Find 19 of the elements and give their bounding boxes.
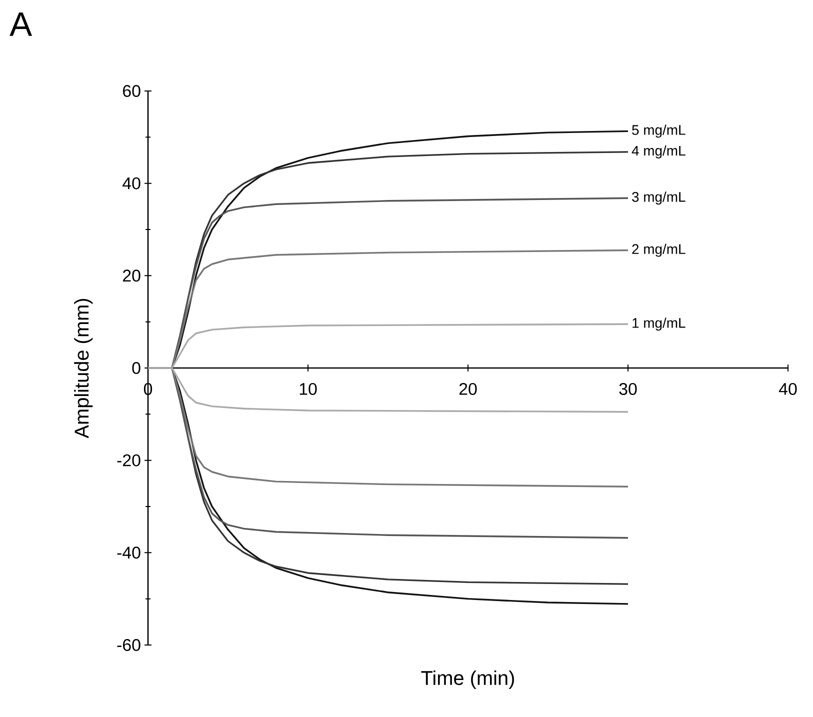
y-tick-label: 20 [123, 270, 140, 282]
y-tick-label: 40 [122, 177, 140, 190]
x-tick-label: 30 [619, 382, 637, 395]
y-tick-label: -60 [117, 639, 140, 651]
x-tick-label: 10 [300, 382, 317, 395]
y-tick-label: 0 [132, 362, 140, 374]
series-label: 5 mg/mL [632, 124, 686, 138]
y-tick-label: -40 [117, 546, 140, 559]
x-tick-label: 20 [459, 382, 477, 395]
series-label: 3 mg/mL [632, 192, 686, 205]
text: A [10, 12, 32, 36]
x-tick-label: 40 [778, 382, 797, 395]
series-label: 4 mg/mL [632, 145, 686, 158]
y-tick-label: -20 [117, 454, 140, 466]
series-label: 2 mg/mL [632, 244, 686, 257]
y-tick-label: 60 [123, 85, 140, 97]
y-axis-title: Amplitude (mm) [74, 298, 93, 438]
x-axis-title: Time (min) [421, 670, 514, 689]
series-label: 1 mg/mL [632, 318, 686, 331]
